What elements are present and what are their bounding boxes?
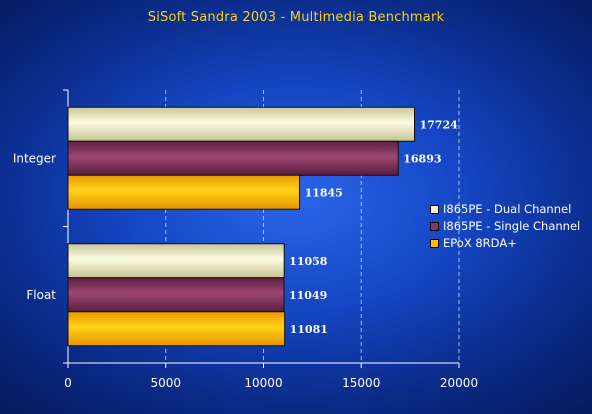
- legend-item-dual-channel: I865PE - Dual Channel: [430, 201, 580, 218]
- legend-swatch-single-channel: [430, 222, 439, 231]
- legend-item-epox: EPoX 8RDA+: [430, 235, 580, 252]
- data-label-integer-i865pe-dual-channel: 17724: [420, 118, 459, 131]
- x-tick-label: 5000: [150, 376, 181, 390]
- category-label-integer: Integer: [13, 151, 56, 165]
- legend-label-dual-channel: I865PE - Dual Channel: [443, 202, 572, 216]
- x-tick-label: 0: [64, 376, 72, 390]
- bar-integer-epox-8rda: [67, 174, 301, 210]
- bar-integer-i865pe-dual-channel: [67, 106, 416, 142]
- x-tick-label: 20000: [440, 376, 478, 390]
- bar-float-i865pe-dual-channel: [67, 243, 285, 279]
- data-label-float-i865pe-single-channel: 11049: [289, 289, 327, 302]
- legend: I865PE - Dual Channel I865PE - Single Ch…: [430, 201, 580, 252]
- category-label-float: Float: [26, 288, 56, 302]
- data-label-integer-i865pe-single-channel: 16893: [403, 152, 441, 165]
- x-tick-label: 10000: [244, 376, 282, 390]
- data-label-float-i865pe-dual-channel: 11058: [289, 255, 328, 268]
- chart-title: SiSoft Sandra 2003 - Multimedia Benchmar…: [147, 10, 445, 25]
- data-label-float-epox-8rda: 11081: [290, 323, 328, 336]
- x-tick-label: 15000: [342, 376, 380, 390]
- bar-float-i865pe-single-channel: [67, 277, 285, 313]
- legend-swatch-dual-channel: [430, 205, 439, 214]
- legend-item-single-channel: I865PE - Single Channel: [430, 218, 580, 235]
- bar-float-epox-8rda: [67, 311, 286, 347]
- legend-label-single-channel: I865PE - Single Channel: [443, 219, 581, 233]
- legend-label-epox: EPoX 8RDA+: [443, 236, 517, 250]
- data-label-integer-epox-8rda: 11845: [305, 186, 343, 199]
- bar-integer-i865pe-single-channel: [67, 140, 399, 176]
- legend-swatch-epox: [430, 239, 439, 248]
